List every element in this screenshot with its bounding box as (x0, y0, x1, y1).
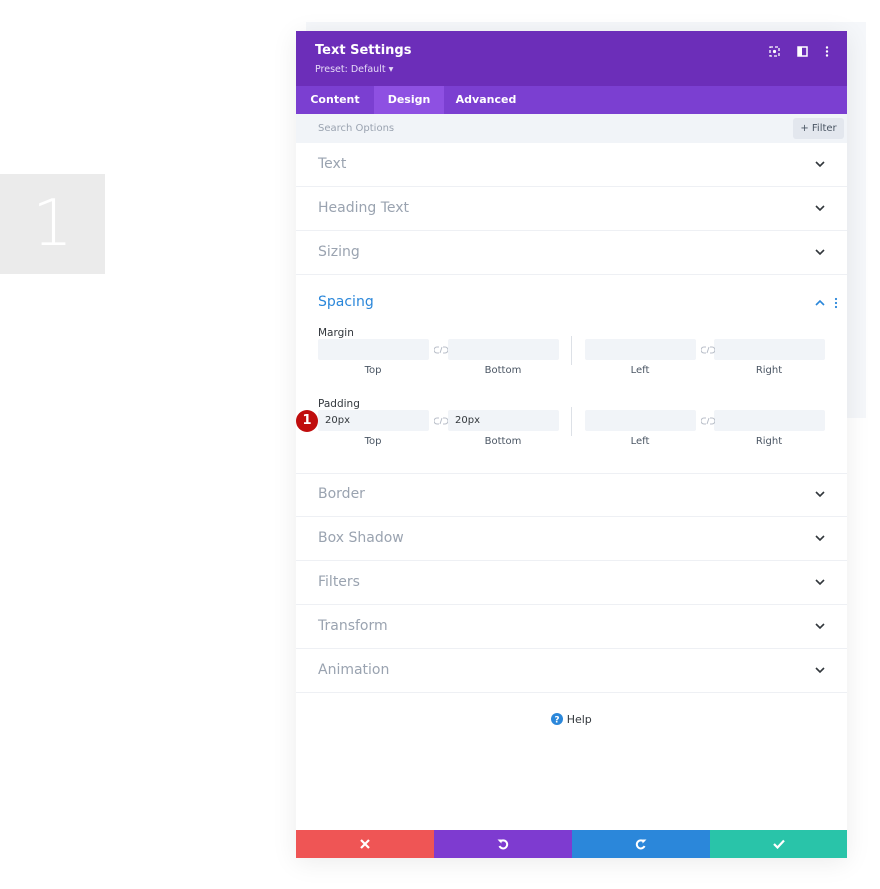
link-icon[interactable] (701, 346, 715, 354)
divider (571, 407, 572, 436)
step-badge: 1 (296, 410, 318, 432)
input-field[interactable] (318, 339, 429, 360)
tab[interactable]: Advanced (455, 93, 517, 106)
section-row[interactable]: Border (296, 473, 847, 517)
settings-panel: Text Settings Preset: Default ▾ Content … (296, 31, 847, 858)
section-controls[interactable] (814, 297, 840, 309)
chevron[interactable] (814, 247, 826, 257)
preset-label[interactable]: Preset: Default (315, 64, 386, 75)
preset-selector[interactable]: Preset: Default ▾ (315, 64, 394, 75)
section-title[interactable]: Text (318, 156, 347, 172)
header-icons[interactable] (768, 45, 838, 59)
input-field[interactable] (585, 410, 696, 431)
cancel-button[interactable] (296, 830, 434, 858)
filter-label[interactable]: Filter (811, 123, 837, 134)
section-title[interactable]: Heading Text (318, 200, 410, 216)
chevron[interactable] (814, 577, 826, 587)
tab-active[interactable]: Design (374, 86, 444, 114)
section-title[interactable]: Transform (318, 618, 388, 634)
help-link[interactable]: ? Help (296, 713, 847, 726)
field-label: Right (755, 365, 783, 376)
filter-button[interactable]: + Filter (793, 118, 844, 139)
section-row[interactable]: Text (296, 143, 847, 187)
section-title[interactable]: Border (318, 486, 365, 502)
divider (571, 336, 572, 365)
field-label: Left (630, 436, 650, 447)
link-icon[interactable] (434, 417, 448, 425)
panel-header: Text Settings Preset: Default ▾ (296, 31, 847, 86)
chevron[interactable] (814, 489, 826, 499)
svg-text:?: ? (555, 716, 560, 726)
section-row[interactable]: Transform (296, 605, 847, 649)
group-label: Margin (318, 327, 354, 339)
input-field[interactable] (714, 339, 825, 360)
undo-button[interactable] (434, 830, 572, 858)
input-field[interactable] (714, 410, 825, 431)
field-label: Bottom (484, 436, 522, 447)
input-field[interactable]: 20px (448, 410, 559, 431)
chevron[interactable] (814, 665, 826, 675)
field-label: Bottom (484, 365, 522, 376)
input-field[interactable] (448, 339, 559, 360)
section-row[interactable]: Animation (296, 649, 847, 693)
field-label: Top (364, 365, 382, 376)
chevron[interactable] (814, 533, 826, 543)
input-field[interactable]: 20px (318, 410, 429, 431)
chevron[interactable] (814, 621, 826, 631)
field-label: Top (364, 436, 382, 447)
tab-bar: Content Design Advanced (296, 86, 847, 114)
section-title-open[interactable]: Spacing (318, 294, 374, 310)
section-row[interactable]: Filters (296, 561, 847, 605)
field-label: Left (630, 365, 650, 376)
chevron[interactable] (814, 159, 826, 169)
input-field[interactable] (585, 339, 696, 360)
field-label: Right (755, 436, 783, 447)
chevron[interactable] (814, 203, 826, 213)
section-title[interactable]: Animation (318, 662, 390, 678)
search-bar[interactable]: Search Options + Filter (296, 114, 847, 143)
help-label[interactable]: Help (566, 713, 592, 726)
section-row[interactable]: Heading Text (296, 187, 847, 231)
save-button[interactable] (710, 830, 847, 858)
section-row[interactable]: Sizing (296, 231, 847, 275)
section-row[interactable]: Box Shadow (296, 517, 847, 561)
help-icon: ? (551, 713, 564, 726)
link-icon[interactable] (701, 417, 715, 425)
number-card: 1 (0, 174, 105, 274)
link-icon[interactable] (434, 346, 448, 354)
section-title[interactable]: Sizing (318, 244, 360, 260)
redo-button[interactable] (572, 830, 710, 858)
panel-title: Text Settings (315, 43, 412, 58)
section-title[interactable]: Box Shadow (318, 530, 404, 546)
section-open (296, 275, 847, 474)
section-title[interactable]: Filters (318, 574, 360, 590)
group-label: Padding (318, 398, 360, 410)
search-placeholder[interactable]: Search Options (318, 123, 395, 134)
tab[interactable]: Content (310, 93, 360, 106)
